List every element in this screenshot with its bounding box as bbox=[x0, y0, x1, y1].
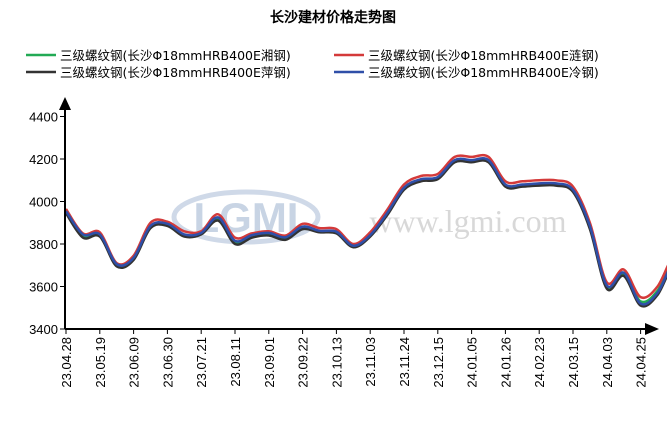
series-line-2 bbox=[64, 159, 667, 308]
x-tick-label: 24.01.26 bbox=[498, 337, 513, 388]
x-tick-label: 24.01.05 bbox=[465, 337, 480, 388]
y-axis-arrow bbox=[59, 97, 71, 110]
x-tick-label: 23.06.30 bbox=[160, 337, 175, 388]
legend: 三级螺纹钢(长沙Φ18mmHRB400E湘钢) 三级螺纹钢(长沙Φ18mmHRB… bbox=[26, 48, 599, 80]
series-line-3 bbox=[64, 157, 667, 306]
x-tick-label: 24.04.03 bbox=[600, 337, 615, 388]
x-tick-label: 23.10.13 bbox=[329, 337, 344, 388]
series-line-0 bbox=[64, 158, 667, 304]
watermark-logo: LGMI bbox=[194, 194, 299, 241]
x-tick-label: 23.08.11 bbox=[228, 337, 243, 387]
legend-item-pinggang: 三级螺纹钢(长沙Φ18mmHRB400E萍钢) bbox=[26, 65, 291, 80]
legend-label-lenggang: 三级螺纹钢(长沙Φ18mmHRB400E冷钢) bbox=[368, 65, 599, 80]
series-line-1 bbox=[64, 153, 667, 300]
x-tick-label: 24.04.25 bbox=[634, 337, 649, 388]
y-tick-label: 3400 bbox=[29, 322, 58, 337]
x-tick-label: 23.09.22 bbox=[296, 337, 311, 388]
x-ticks: 23.04.28 23.05.19 23.06.09 23.06.30 23.07.21… bbox=[59, 329, 649, 388]
y-tick-label: 4400 bbox=[29, 110, 58, 125]
x-tick-label: 23.07.21 bbox=[194, 337, 209, 388]
x-tick-label: 23.11.24 bbox=[397, 337, 412, 387]
y-tick-label: 4000 bbox=[29, 195, 58, 210]
x-tick-label: 23.11.03 bbox=[363, 337, 378, 387]
x-tick-label: 23.12.15 bbox=[431, 337, 446, 388]
y-ticks: 3400 3600 3800 4000 4200 4400 bbox=[29, 110, 65, 337]
series-layer bbox=[64, 153, 667, 308]
y-tick-label: 3600 bbox=[29, 280, 58, 295]
x-tick-label: 23.09.01 bbox=[262, 337, 277, 388]
legend-item-xianggang: 三级螺纹钢(长沙Φ18mmHRB400E湘钢) bbox=[26, 48, 291, 63]
x-tick-label: 24.02.23 bbox=[532, 337, 547, 388]
x-tick-label: 23.04.28 bbox=[59, 337, 74, 388]
legend-item-lenggang: 三级螺纹钢(长沙Φ18mmHRB400E冷钢) bbox=[334, 65, 599, 80]
chart-title: 长沙建材价格走势图 bbox=[270, 9, 396, 26]
y-tick-label: 4200 bbox=[29, 152, 58, 167]
legend-label-pinggang: 三级螺纹钢(长沙Φ18mmHRB400E萍钢) bbox=[60, 65, 291, 80]
watermark-url: www.lgmi.com bbox=[369, 203, 566, 239]
y-tick-label: 3800 bbox=[29, 237, 58, 252]
x-tick-label: 24.03.15 bbox=[566, 337, 581, 388]
legend-label-liangang: 三级螺纹钢(长沙Φ18mmHRB400E涟钢) bbox=[368, 48, 599, 63]
legend-item-liangang: 三级螺纹钢(长沙Φ18mmHRB400E涟钢) bbox=[334, 48, 599, 63]
x-axis-arrow bbox=[645, 323, 659, 335]
x-tick-label: 23.05.19 bbox=[93, 337, 108, 388]
x-tick-label: 23.06.09 bbox=[127, 337, 142, 388]
axes bbox=[59, 97, 659, 335]
legend-label-xianggang: 三级螺纹钢(长沙Φ18mmHRB400E湘钢) bbox=[60, 48, 291, 63]
